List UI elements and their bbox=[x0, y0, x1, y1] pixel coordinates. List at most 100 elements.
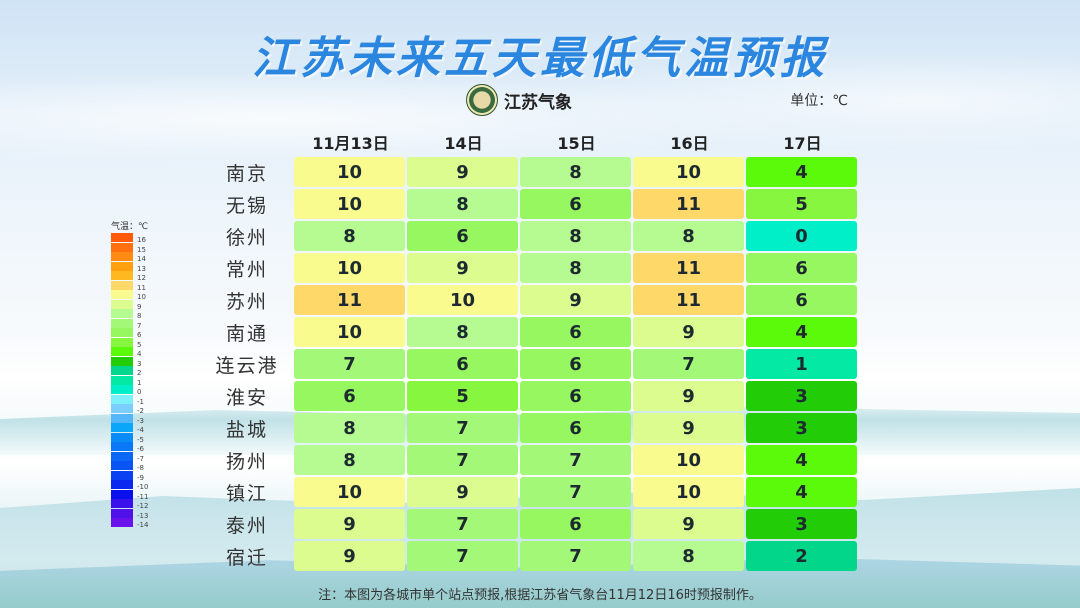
table-row: 泰州 9 7 6 9 3 bbox=[200, 508, 859, 540]
city-label: 镇江 bbox=[225, 482, 268, 505]
legend-label: 12 bbox=[137, 274, 146, 282]
temperature-cell: 8 bbox=[633, 541, 744, 571]
legend-item: 12 bbox=[111, 271, 171, 282]
table-row: 无锡 10 8 6 11 5 bbox=[200, 188, 859, 220]
temperature-cell: 5 bbox=[407, 381, 518, 411]
temperature-cell: 9 bbox=[633, 317, 744, 347]
legend-swatch bbox=[111, 347, 133, 356]
city-label: 苏州 bbox=[225, 290, 268, 313]
legend-swatch bbox=[111, 290, 133, 299]
legend-swatch bbox=[111, 280, 133, 290]
legend-label: 4 bbox=[137, 350, 142, 358]
legend-swatch bbox=[111, 233, 133, 242]
temperature-cell: 6 bbox=[520, 317, 631, 347]
legend-swatch bbox=[111, 489, 133, 499]
table-row: 镇江 10 9 7 10 4 bbox=[200, 476, 859, 508]
city-label: 扬州 bbox=[225, 450, 268, 473]
temperature-cell: 6 bbox=[746, 285, 857, 315]
date-header: 11月13日 bbox=[312, 134, 389, 153]
temperature-cell: 8 bbox=[407, 317, 518, 347]
legend-label: 13 bbox=[137, 264, 146, 273]
legend-swatch bbox=[111, 480, 133, 489]
legend-item: -6 bbox=[111, 442, 171, 453]
legend-label: -13 bbox=[137, 511, 149, 520]
legend-item: 5 bbox=[111, 337, 171, 349]
table-row: 宿迁 9 7 7 8 2 bbox=[200, 540, 859, 572]
legend-swatch bbox=[111, 432, 133, 442]
temperature-cell: 10 bbox=[407, 285, 518, 315]
temperature-cell: 9 bbox=[407, 477, 518, 507]
legend-swatch bbox=[111, 375, 133, 385]
date-header: 14日 bbox=[444, 134, 483, 153]
temperature-cell: 2 bbox=[746, 541, 857, 571]
temperature-cell: 9 bbox=[520, 285, 631, 315]
legend-swatch bbox=[111, 299, 133, 309]
table-row: 南通 10 8 6 9 4 bbox=[200, 316, 859, 348]
page-title: 江苏未来五天最低气温预报 bbox=[252, 33, 828, 84]
temperature-cell: 6 bbox=[520, 413, 631, 443]
legend-item: -4 bbox=[111, 423, 171, 434]
temperature-cell: 7 bbox=[407, 445, 518, 475]
legend-item: -3 bbox=[111, 413, 171, 425]
temperature-cell: 8 bbox=[520, 253, 631, 283]
legend-label: -3 bbox=[137, 416, 144, 425]
legend-swatch bbox=[111, 271, 133, 280]
date-header-row: 11月13日 14日 15日 16日 17日 bbox=[294, 128, 859, 156]
legend-swatch bbox=[111, 423, 133, 432]
temperature-cell: 10 bbox=[294, 189, 405, 219]
table-row: 南京 10 9 8 10 4 bbox=[200, 156, 859, 188]
temperature-cell: 11 bbox=[294, 285, 405, 315]
legend-item: 16 bbox=[111, 233, 171, 244]
legend-item: -14 bbox=[111, 518, 171, 529]
temperature-cell: 7 bbox=[407, 413, 518, 443]
legend-item: -11 bbox=[111, 489, 171, 501]
legend-item: -12 bbox=[111, 499, 171, 510]
legend-label: 14 bbox=[137, 255, 146, 263]
temperature-cell: 8 bbox=[407, 189, 518, 219]
brand-logo: 江苏气象 bbox=[466, 84, 572, 116]
legend-swatch bbox=[111, 461, 133, 470]
legend-item: 0 bbox=[111, 385, 171, 396]
temperature-cell: 10 bbox=[633, 157, 744, 187]
legend-label: 6 bbox=[137, 331, 142, 339]
table-row: 淮安 6 5 6 9 3 bbox=[200, 380, 859, 412]
temperature-cell: 3 bbox=[746, 509, 857, 539]
legend-swatch bbox=[111, 328, 133, 337]
temperature-cell: 3 bbox=[746, 413, 857, 443]
temperature-cell: 10 bbox=[294, 477, 405, 507]
legend-label: -8 bbox=[137, 464, 144, 472]
temperature-cell: 1 bbox=[746, 349, 857, 379]
temperature-cell: 9 bbox=[407, 253, 518, 283]
legend-item: 15 bbox=[111, 242, 171, 254]
temperature-cell: 4 bbox=[746, 317, 857, 347]
temperature-cell: 9 bbox=[294, 509, 405, 539]
legend-swatch bbox=[111, 356, 133, 366]
legend-item: -9 bbox=[111, 470, 171, 482]
legend-label: -12 bbox=[137, 502, 149, 510]
legend-item: -10 bbox=[111, 480, 171, 491]
legend-label: 2 bbox=[137, 369, 142, 377]
temperature-cell: 10 bbox=[294, 317, 405, 347]
footnote: 注：本图为各城市单个站点预报,根据江苏省气象台11月12日16时预报制作。 bbox=[318, 588, 762, 603]
legend-scale: 16 15 14 13 12 11 10 9 8 7 6 5 4 3 2 1 0 -1 -2 -3 -4 -5 -6 -7 -8… bbox=[111, 233, 171, 529]
legend-swatch bbox=[111, 242, 133, 252]
legend-label: 16 bbox=[137, 236, 146, 244]
temperature-cell: 3 bbox=[746, 381, 857, 411]
legend-item: -13 bbox=[111, 508, 171, 520]
table-row: 徐州 8 6 8 8 0 bbox=[200, 220, 859, 252]
legend-item: 13 bbox=[111, 261, 171, 273]
legend-label: 0 bbox=[137, 388, 142, 396]
legend-swatch bbox=[111, 318, 133, 328]
legend-item: -1 bbox=[111, 394, 171, 406]
city-label: 南京 bbox=[225, 162, 268, 185]
temperature-cell: 11 bbox=[633, 285, 744, 315]
temperature-cell: 6 bbox=[746, 253, 857, 283]
legend-item: 2 bbox=[111, 366, 171, 377]
table-row: 常州 10 9 8 11 6 bbox=[200, 252, 859, 284]
legend-label: -5 bbox=[137, 435, 144, 444]
legend-item: 6 bbox=[111, 328, 171, 339]
city-label: 徐州 bbox=[225, 226, 268, 249]
legend-label: -9 bbox=[137, 473, 144, 482]
legend-item: 9 bbox=[111, 299, 171, 311]
legend-label: -10 bbox=[137, 483, 149, 491]
